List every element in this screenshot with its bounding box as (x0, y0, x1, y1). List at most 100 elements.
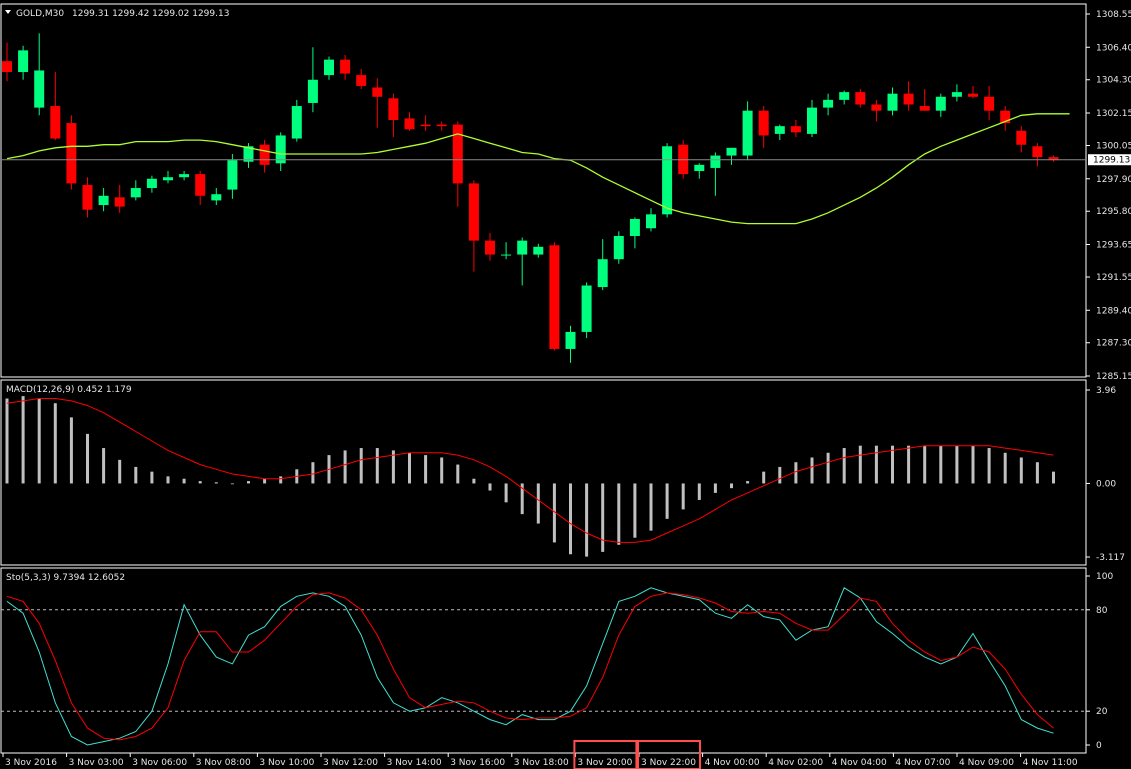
macd-bar (778, 466, 782, 484)
macd-bar (874, 445, 878, 484)
macd-bar (504, 483, 508, 503)
macd-bar (102, 448, 106, 484)
time-tick-label: 3 Nov 08:00 (196, 758, 251, 768)
macd-bar (391, 450, 395, 484)
macd-bar (601, 483, 605, 552)
candle-body (259, 144, 270, 165)
time-tick-label: 3 Nov 18:00 (514, 758, 569, 768)
macd-bar (214, 482, 218, 484)
candle-body (807, 107, 817, 134)
candle-body (2, 61, 12, 73)
price-tick-label: 1300.05 (1096, 141, 1131, 151)
candle-body (195, 174, 206, 196)
macd-bar (182, 478, 186, 484)
candle-body (903, 93, 914, 105)
macd-bar (826, 452, 830, 484)
candle-body (372, 87, 383, 97)
highlight-box (573, 740, 638, 769)
candle-body (98, 195, 109, 206)
candle-body (742, 110, 753, 156)
time-tick-label: 3 Nov 16:00 (450, 758, 505, 768)
macd-bar (585, 483, 589, 557)
macd-bar (681, 483, 685, 510)
candle-body (324, 59, 334, 76)
macd-bar (971, 445, 975, 484)
stochastic-pane[interactable] (0, 567, 1087, 754)
macd-bar (746, 481, 750, 484)
price-pane-header: GOLD,M30 1299.31 1299.42 1299.02 1299.13 (5, 9, 229, 19)
macd-bar (343, 450, 347, 484)
macd-bar (552, 483, 556, 543)
macd-bar (713, 483, 717, 493)
price-pane[interactable] (0, 3, 1087, 378)
moving-average-polyline (6, 113, 1070, 225)
time-tick-label: 4 Nov 11:00 (1023, 758, 1078, 768)
candle-body (356, 75, 367, 86)
macd-tick-label: -3.117 (1096, 553, 1125, 563)
candle-body (1016, 130, 1027, 145)
macd-bar (408, 452, 411, 484)
macd-bar (939, 445, 943, 484)
time-tick-label: 4 Nov 07:00 (895, 758, 950, 768)
price-tick-label: 1304.30 (1096, 76, 1131, 86)
dropdown-triangle-icon[interactable] (5, 10, 11, 14)
macd-bar (891, 445, 894, 484)
macd-bar (230, 483, 234, 485)
price-tick-label: 1302.15 (1096, 109, 1131, 119)
candle-body (211, 194, 222, 201)
macd-bar (488, 483, 492, 491)
candle-body (34, 70, 45, 108)
candle-body (517, 240, 528, 255)
candle-body (227, 160, 238, 190)
macd-bar (472, 478, 476, 484)
candle-body (565, 331, 576, 349)
macd-pane[interactable] (0, 379, 1087, 566)
candle-body (436, 124, 447, 127)
price-tick-label: 1291.55 (1096, 273, 1131, 283)
macd-bar (987, 448, 991, 484)
macd-bar (166, 476, 170, 484)
price-tick-label: 1295.80 (1096, 207, 1131, 217)
candle-body (163, 177, 173, 181)
macd-label: MACD(12,26,9) 0.452 1.179 (6, 385, 132, 395)
candle-body (710, 155, 721, 168)
candle-body (726, 147, 737, 156)
macd-bar (247, 481, 250, 484)
current-price-tag (1088, 154, 1131, 166)
macd-bar (633, 483, 637, 538)
macd-bar (520, 483, 524, 515)
candle-body (855, 92, 866, 105)
candle-body (533, 246, 544, 255)
macd-bar (440, 457, 444, 484)
candle-body (388, 98, 399, 120)
macd-bar (21, 396, 25, 484)
candle-body (275, 135, 286, 164)
macd-bar (810, 457, 814, 484)
macd-bar (1035, 462, 1039, 484)
macd-bar (375, 448, 379, 484)
candle-body (114, 197, 125, 207)
macd-bar (134, 466, 138, 484)
macd-bar (569, 483, 572, 555)
time-tick-label: 3 Nov 20:00 (577, 758, 632, 768)
candle-body (597, 259, 608, 288)
macd-signal-line (6, 398, 1054, 543)
stochastic-signal-line (6, 592, 1054, 741)
macd-bar (150, 471, 154, 484)
candle-body (452, 124, 463, 184)
time-tick-label: 3 Nov 2016 (5, 758, 57, 768)
time-axis: 3 Nov 2016 3 Nov 03:00 3 Nov 06:00 3 Nov 08… (2, 740, 1078, 769)
candle-body (307, 79, 318, 103)
macd-tick-label: 3.96 (1096, 386, 1116, 396)
time-tick-label: 4 Nov 02:00 (768, 758, 823, 768)
macd-bar (198, 481, 202, 484)
price-tick-label: 1297.90 (1096, 175, 1131, 185)
macd-bar (955, 445, 959, 484)
candle-body (291, 106, 302, 139)
candle-body (549, 245, 560, 349)
candle-body (839, 92, 850, 100)
highlight-box (637, 740, 701, 769)
candle-body (66, 123, 77, 184)
stochastic-tick-label: 100 (1096, 572, 1113, 582)
